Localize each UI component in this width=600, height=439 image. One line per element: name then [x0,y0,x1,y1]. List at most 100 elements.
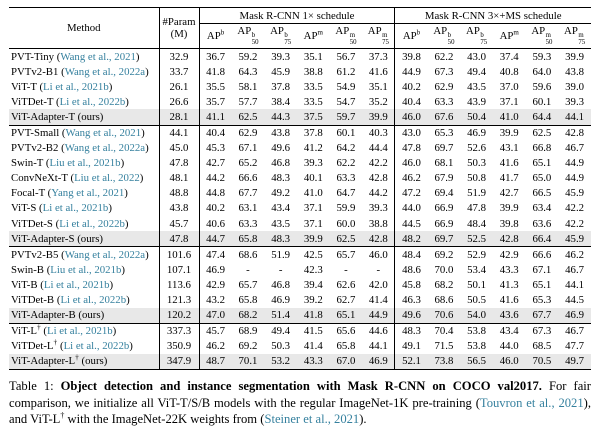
metric-cell: 40.3 [362,124,396,141]
metric-cell: 63.4 [532,202,552,215]
citation-link[interactable]: Liu et al., 2021b [50,263,122,276]
citation-link[interactable]: Li et al., 2021b [43,80,109,93]
metric-cell: 44.9 [565,172,585,185]
citation-link[interactable]: Liu et al., 2022 [74,172,140,185]
metric-cell: 47.0 [199,307,232,324]
param-header-line1: #Param [162,16,196,28]
metric-cell: 42.3 [303,263,323,276]
metric-cell: 65.1 [532,157,552,170]
col-header-method: Method [9,7,160,50]
table-row: Focal-T (Yang et al., 2021) 48.8 44.8 67.7 4… [9,185,591,201]
table-row-ours: ViT-Adapter-L† (ours) 347.9 48.7 70.1 53.2 43… [9,353,591,370]
metric-cell: 56.7 [336,50,356,63]
param-cell: 113.6 [159,277,200,293]
metric-cell: 69.4 [434,187,454,200]
citation-link[interactable]: Wang et al., 2021 [60,50,136,63]
metric-cell: 43.0 [394,124,428,141]
method-cell: ViTDet-B (Li et al., 2022b) [9,292,160,308]
metric-cell: 56.5 [460,353,493,370]
metric-cell: 43.3 [296,353,330,370]
table-row: PVT-Small (Wang et al., 2021) 44.1 40.4 62.… [9,124,591,141]
metric-cell: 41.0 [303,187,323,200]
param-cell: 47.8 [159,231,200,247]
metric-cell: 62.9 [434,80,454,93]
results-table: Method #Param (M) Mask R-CNN 1× schedule … [9,7,591,370]
metric-cell: - [278,263,283,276]
citation-link[interactable]: Li et al., 2021b [42,202,109,215]
citation-link[interactable]: Liu et al., 2021b [49,157,121,170]
citation-link[interactable]: Wang et al., 2021 [65,127,142,140]
metric-cell: 44.9 [362,307,396,324]
citation-link[interactable]: Li et al., 2021b [43,278,110,291]
method-cell: PVTv2-B1 (Wang et al., 2022a) [9,64,160,80]
metric-cell: 66.6 [525,246,559,263]
table-row: PVT-Tiny (Wang et al., 2021) 32.9 36.7 59.2… [9,48,591,65]
metric-cell: 59.9 [336,202,356,215]
citation-link[interactable]: Li et al., 2021b [47,325,113,338]
metric-cell: 64.7 [336,187,356,200]
table-row: ViTDet-S (Li et al., 2022b) 45.7 40.6 63.3 4… [9,216,591,232]
metric-cell: 44.8 [206,187,226,200]
table-row: ViTDet-B (Li et al., 2022b) 121.3 43.2 65.8… [9,292,591,308]
metric-cell: 67.3 [434,65,454,78]
col-header-ap-m75-1x: AP m 75 [362,23,396,50]
metric-cell: 64.0 [532,65,552,78]
citation-link[interactable]: Yang et al., 2021 [51,187,125,200]
metric-cell: 44.4 [362,140,396,156]
citation-link[interactable]: Li et al., 2022b [60,293,127,306]
citation-link-steiner[interactable]: Steiner et al., 2021 [264,412,360,427]
metric-cell: 44.7 [199,231,232,247]
metric-cell: 46.0 [394,109,428,126]
metric-cell: 43.3 [499,263,519,276]
metric-cell: 45.8 [402,278,421,291]
param-cell: 45.0 [159,140,200,156]
metric-cell: 46.9 [362,353,396,370]
metric-cell: 44.9 [402,65,421,78]
citation-link[interactable]: Li et al., 2022b [59,217,125,230]
metric-cell: 65.7 [329,246,363,263]
metric-cell: 39.9 [499,202,519,215]
metric-cell: 41.3 [499,278,519,291]
metric-cell: 65.6 [329,322,363,339]
metric-cell: 43.2 [206,293,226,306]
param-cell: 26.6 [159,94,200,110]
metric-cell: 39.3 [565,95,585,108]
method-cell: ViT-T (Li et al., 2021b) [9,79,160,95]
citation-link[interactable]: Wang et al., 2022a [64,248,146,261]
citation-link[interactable]: Li et al., 2022b [63,340,130,353]
metric-cell: 59.6 [532,80,552,93]
metric-cell: 43.8 [264,124,297,141]
metric-cell: 62.5 [231,109,265,126]
citation-link[interactable]: Li et al., 2022b [59,95,126,108]
metric-cell: 69.2 [238,340,258,353]
metric-cell: 60.0 [336,217,356,230]
citation-link[interactable]: Wang et al., 2022a [64,142,146,155]
metric-cell: 39.4 [303,278,323,291]
citation-link[interactable]: Wang et al., 2022a [64,65,146,78]
citation-link-touvron[interactable]: Touvron et al., 2021 [479,395,584,410]
metric-cell: 54.7 [336,95,356,108]
method-cell: ViTDet-L† (Li et al., 2022b) [9,338,160,354]
param-cell: 44.1 [159,124,200,141]
metric-cell: 60.1 [532,95,552,108]
metric-cell: 40.4 [199,124,232,141]
metric-cell: 59.2 [238,50,258,63]
metric-cell: 44.1 [565,278,585,291]
metric-cell: 62.2 [336,157,356,170]
metric-cell: 67.1 [238,142,258,155]
metric-cell: 39.9 [492,124,526,141]
metric-cell: 48.4 [467,217,487,230]
col-header-ap-m50-3x: AP m 50 [525,23,559,50]
metric-cell: 42.0 [362,277,396,293]
param-cell: 33.7 [159,64,200,80]
metric-cell: 43.4 [271,202,291,215]
metric-cell: 41.4 [362,292,396,308]
metric-cell: 43.9 [467,95,487,108]
metric-cell: 39.8 [402,50,421,63]
table-row-ours: ViT-Adapter-S (ours) 47.8 44.7 65.8 48.3 39.9… [9,231,591,247]
metric-cell: 47.7 [565,340,585,353]
metric-cell: 66.9 [434,202,454,215]
method-cell: Focal-T (Yang et al., 2021) [9,185,160,201]
metric-cell: 70.6 [427,307,461,324]
param-cell: 45.7 [159,216,200,232]
